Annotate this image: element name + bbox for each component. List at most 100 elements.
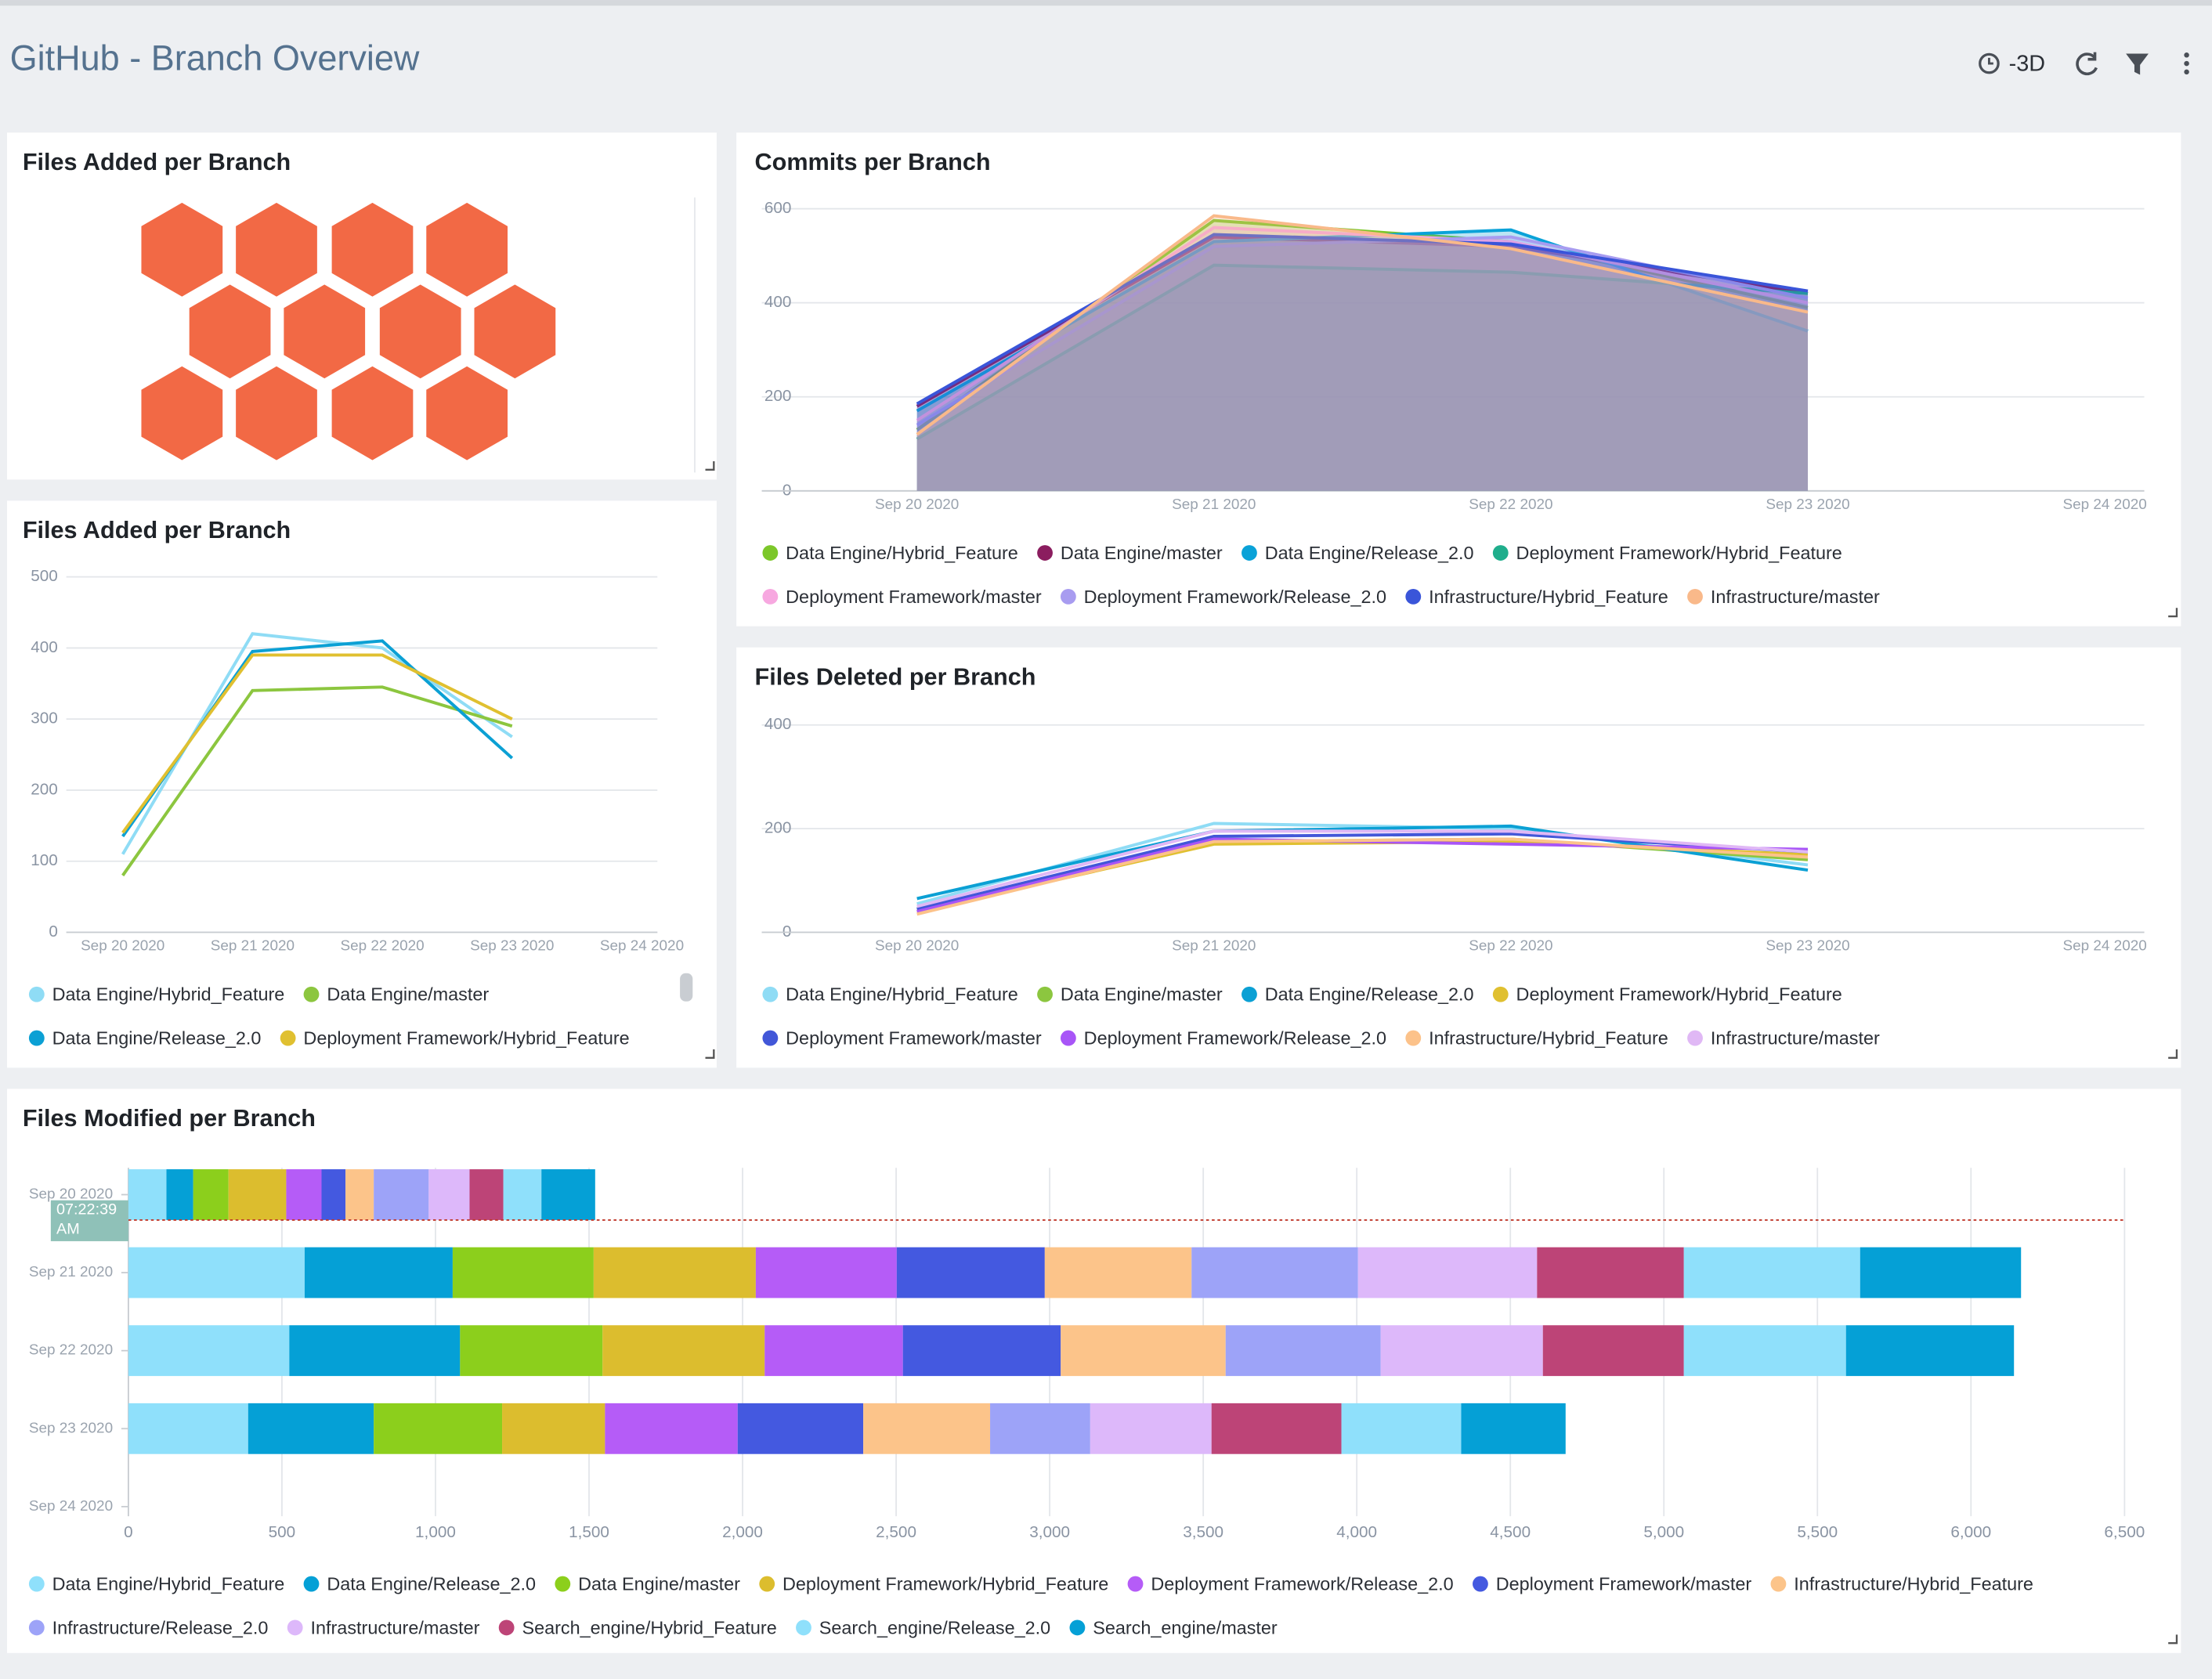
legend-swatch (28, 1619, 45, 1636)
scrollbar[interactable] (680, 973, 693, 1002)
y-tick-label: 400 (31, 638, 58, 656)
line (916, 263, 1809, 441)
resize-handle[interactable] (2168, 1634, 2178, 1645)
legend-swatch (28, 986, 45, 1002)
legend-item[interactable]: Data Engine/Release_2.0 (28, 1028, 262, 1049)
legend-swatch (498, 1619, 515, 1636)
honeycomb-cell (185, 280, 275, 384)
bar-segment (863, 1403, 991, 1454)
bar-segment (990, 1403, 1090, 1454)
x-tick-label: 6,500 (2104, 1523, 2145, 1541)
legend-item[interactable]: Deployment Framework/Hybrid_Feature (1492, 984, 1842, 1005)
legend-label: Data Engine/Release_2.0 (52, 1028, 262, 1049)
resize-handle[interactable] (2168, 1049, 2178, 1059)
bar-segment (345, 1169, 374, 1220)
legend-item[interactable]: Deployment Framework/Release_2.0 (1060, 1028, 1386, 1049)
legend-item[interactable]: Data Engine/Release_2.0 (1242, 543, 1474, 563)
y-tick-label: Sep 24 2020 (29, 1498, 113, 1515)
x-tick-label: Sep 21 2020 (211, 938, 295, 955)
clock-hands (1987, 57, 1993, 65)
bar-segment (1683, 1325, 1846, 1377)
bar-segment (128, 1169, 167, 1220)
legend-item[interactable]: Deployment Framework/Hybrid_Feature (280, 1028, 630, 1049)
legend-swatch (1492, 545, 1509, 561)
resize-handle[interactable] (705, 1049, 715, 1059)
legend-label: Data Engine/Release_2.0 (1265, 543, 1474, 563)
legend-item[interactable]: Data Engine/master (303, 984, 490, 1005)
legend-label: Data Engine/Hybrid_Feature (52, 1574, 285, 1594)
legend-item[interactable]: Deployment Framework/Hybrid_Feature (759, 1574, 1108, 1594)
bar-segment (541, 1169, 595, 1220)
legend-item[interactable]: Infrastructure/Hybrid_Feature (1770, 1574, 2033, 1594)
y-tick-label: Sep 21 2020 (29, 1264, 113, 1280)
legend-item[interactable]: Deployment Framework/Release_2.0 (1127, 1574, 1454, 1594)
legend-item[interactable]: Search_engine/master (1069, 1617, 1278, 1637)
legend-label: Infrastructure/Release_2.0 (52, 1617, 269, 1637)
legend-item[interactable]: Infrastructure/Release_2.0 (28, 1617, 269, 1637)
legend-item[interactable]: Data Engine/Hybrid_Feature (28, 1574, 285, 1594)
panel-title: Files Deleted per Branch (755, 663, 1036, 690)
resize-handle[interactable] (705, 460, 715, 471)
x-tick-label: Sep 23 2020 (1766, 938, 1849, 955)
bar-segment (1061, 1325, 1226, 1377)
area (916, 234, 1809, 491)
legend-item[interactable]: Data Engine/Release_2.0 (1242, 984, 1474, 1005)
y-tick-label: Sep 22 2020 (29, 1342, 113, 1359)
x-tick-label: 1,500 (569, 1523, 609, 1541)
x-tick-label: 500 (269, 1523, 296, 1541)
legend-item[interactable]: Infrastructure/master (1687, 587, 1880, 607)
legend-swatch (1473, 1576, 1488, 1592)
legend-item[interactable]: Data Engine/master (1037, 543, 1223, 563)
bar-segment (193, 1169, 229, 1220)
legend-item[interactable]: Infrastructure/master (287, 1617, 480, 1637)
legend-label: Infrastructure/Hybrid_Feature (1429, 1028, 1668, 1049)
area (916, 229, 1809, 491)
legend-swatch (762, 588, 779, 605)
legend-item[interactable]: Data Engine/Release_2.0 (303, 1574, 536, 1594)
legend-item[interactable]: Search_engine/Hybrid_Feature (498, 1617, 777, 1637)
y-tick-label: 0 (783, 923, 792, 941)
tooltip-line: 07:22:39 (56, 1201, 117, 1219)
legend-label: Data Engine/Hybrid_Feature (786, 984, 1018, 1005)
legend-label: Deployment Framework/master (1496, 1574, 1752, 1594)
y-tick-label: 0 (49, 923, 58, 941)
line (121, 653, 513, 834)
legend-item[interactable]: Infrastructure/master (1687, 1028, 1880, 1049)
y-tick-label: 300 (31, 710, 58, 728)
legend-label: Infrastructure/Hybrid_Feature (1429, 587, 1668, 607)
refresh-icon[interactable] (2076, 52, 2098, 76)
legend-item[interactable]: Infrastructure/Hybrid_Feature (1405, 587, 1668, 607)
legend-item[interactable]: Data Engine/Hybrid_Feature (28, 984, 285, 1005)
legend-swatch (1069, 1619, 1086, 1636)
menu-dot[interactable] (2184, 60, 2189, 67)
legend-item[interactable]: Data Engine/master (1037, 984, 1223, 1005)
legend-swatch (303, 1576, 320, 1592)
legend-item[interactable]: Deployment Framework/master (1473, 1574, 1751, 1594)
legend-item[interactable]: Data Engine/Hybrid_Feature (762, 543, 1018, 563)
bar-segment (248, 1403, 374, 1454)
legend-swatch (759, 1576, 775, 1592)
legend-swatch (796, 1619, 811, 1636)
legend-item[interactable]: Deployment Framework/Hybrid_Feature (1492, 543, 1842, 563)
legend-item[interactable]: Deployment Framework/Release_2.0 (1060, 587, 1386, 607)
legend-item[interactable]: Infrastructure/Hybrid_Feature (1405, 1028, 1668, 1049)
menu-dot[interactable] (2184, 52, 2189, 58)
legend-label: Data Engine/master (327, 984, 489, 1005)
tooltip-line: AM (56, 1221, 80, 1238)
legend-item[interactable]: Deployment Framework/master (762, 587, 1042, 607)
menu-dot[interactable] (2184, 69, 2189, 75)
resize-handle[interactable] (2168, 608, 2178, 618)
scroll-track (694, 197, 696, 473)
x-tick-label: Sep 24 2020 (2063, 496, 2147, 513)
filter-icon[interactable] (2126, 53, 2149, 75)
clock-icon[interactable] (1979, 52, 2000, 74)
legend-item[interactable]: Data Engine/master (555, 1574, 740, 1594)
time-range[interactable]: -3D (2009, 51, 2045, 76)
legend-swatch (1127, 1576, 1144, 1592)
legend-item[interactable]: Deployment Framework/master (762, 1028, 1042, 1049)
tooltip-text: 07:22:39 AM (56, 1201, 117, 1238)
legend-item[interactable]: Data Engine/Hybrid_Feature (762, 984, 1018, 1005)
legend-label: Data Engine/Hybrid_Feature (52, 984, 285, 1005)
bar-segment (503, 1169, 542, 1220)
legend-item[interactable]: Search_engine/Release_2.0 (796, 1617, 1050, 1637)
